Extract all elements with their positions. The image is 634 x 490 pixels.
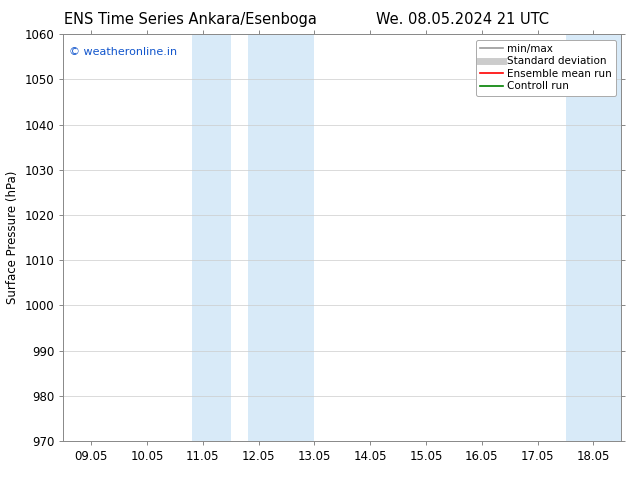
Bar — [593, 34, 621, 441]
Y-axis label: Surface Pressure (hPa): Surface Pressure (hPa) — [6, 171, 19, 304]
Legend: min/max, Standard deviation, Ensemble mean run, Controll run: min/max, Standard deviation, Ensemble me… — [476, 40, 616, 96]
Text: ENS Time Series Ankara/Esenboga: ENS Time Series Ankara/Esenboga — [64, 12, 316, 27]
Bar — [566, 34, 593, 441]
Text: © weatheronline.in: © weatheronline.in — [69, 47, 177, 56]
Bar — [247, 34, 314, 441]
Bar — [191, 34, 231, 441]
Text: We. 08.05.2024 21 UTC: We. 08.05.2024 21 UTC — [377, 12, 549, 27]
